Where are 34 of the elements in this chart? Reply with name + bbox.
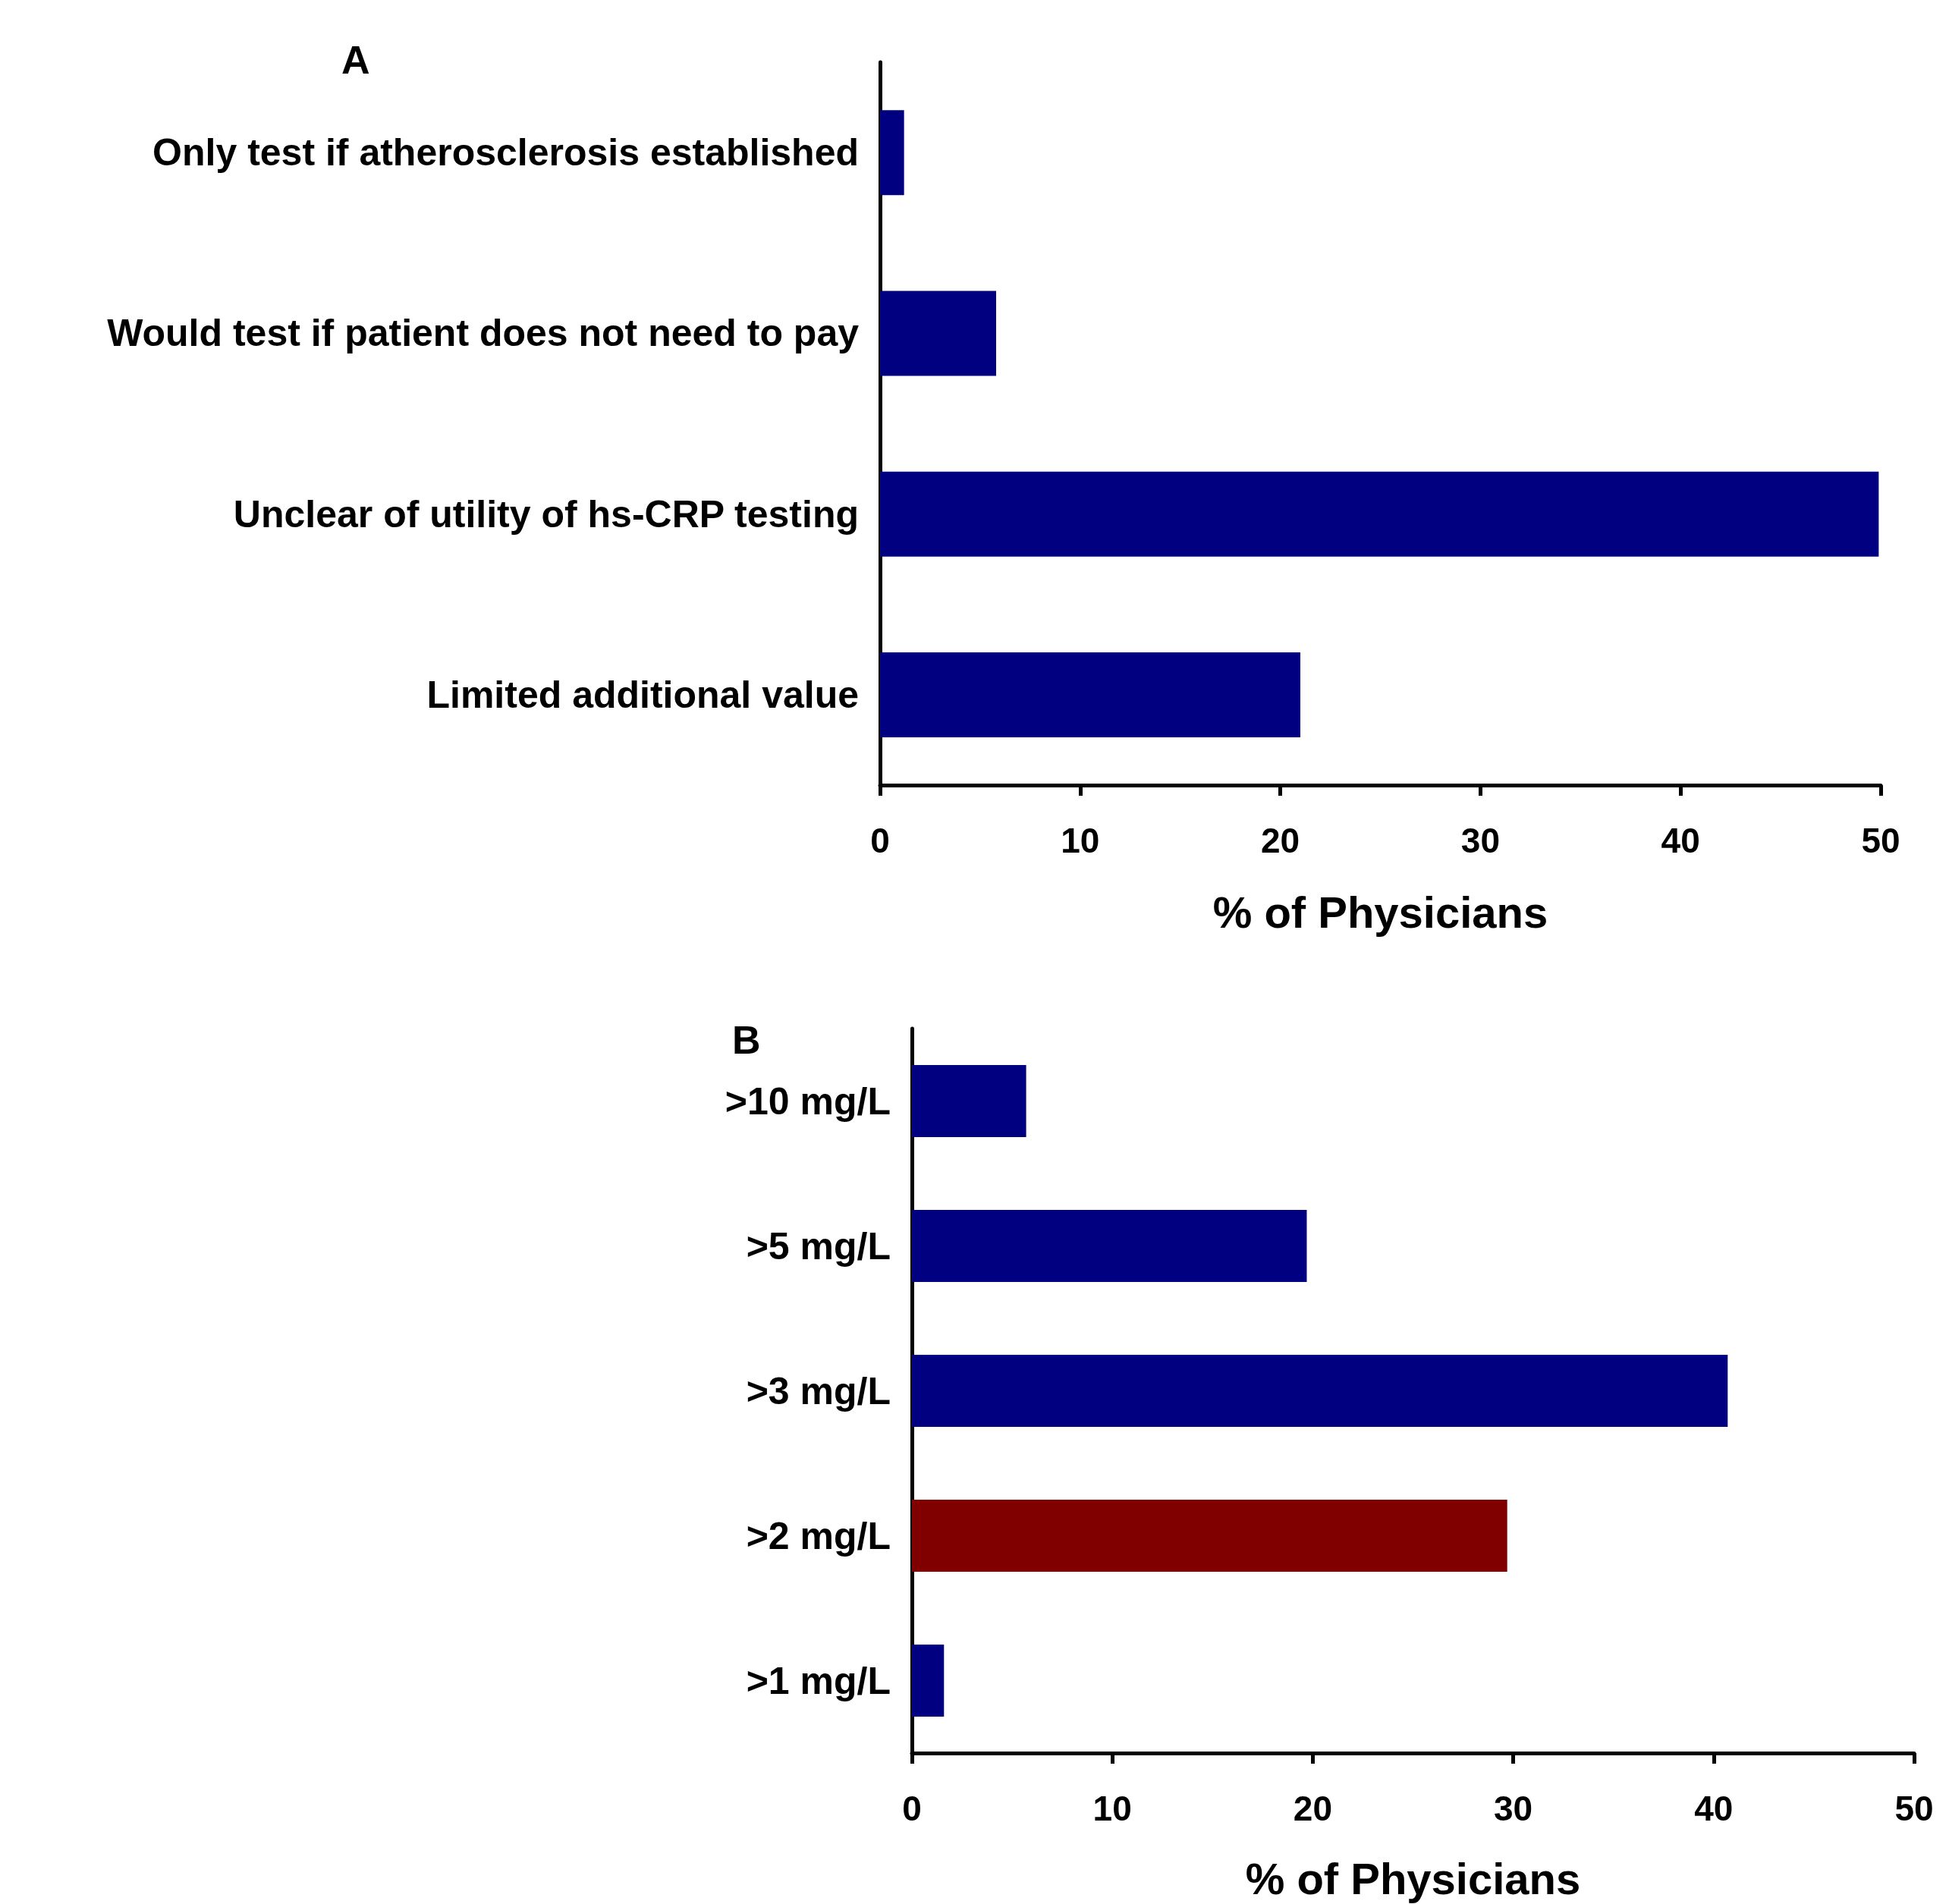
text: A bbox=[341, 38, 370, 82]
x-tick-label: 0 bbox=[902, 1789, 922, 1828]
x-tick-label: 50 bbox=[1894, 1789, 1934, 1828]
y-tick-label: Would test if patient does not need to pay bbox=[107, 312, 860, 355]
x-tick-label: 10 bbox=[1061, 821, 1100, 860]
x-tick-label: 50 bbox=[1861, 821, 1900, 860]
x-tick-label: 0 bbox=[870, 821, 890, 860]
y-tick-label: >1 mg/L bbox=[746, 1659, 891, 1702]
x-axis-title: % of Physicians bbox=[1212, 887, 1548, 937]
bar bbox=[912, 1500, 1507, 1572]
bar bbox=[880, 110, 904, 196]
y-tick-label: >10 mg/L bbox=[725, 1079, 891, 1123]
bar bbox=[880, 471, 1879, 557]
y-tick-label: >2 mg/L bbox=[746, 1514, 891, 1557]
bar bbox=[912, 1355, 1728, 1427]
chart-title: B bbox=[732, 1018, 761, 1062]
y-tick-label: >3 mg/L bbox=[746, 1369, 891, 1412]
y-tick-label: Limited additional value bbox=[426, 673, 859, 716]
bar bbox=[880, 652, 1300, 737]
x-tick-label: 10 bbox=[1092, 1789, 1132, 1828]
x-tick-label: 20 bbox=[1293, 1789, 1332, 1828]
y-tick-label: Only test if atherosclerosis established bbox=[152, 131, 859, 174]
x-tick-label: 30 bbox=[1494, 1789, 1533, 1828]
bar bbox=[880, 291, 996, 376]
bar bbox=[912, 1645, 945, 1717]
y-tick-label: Unclear of utility of hs-CRP testing bbox=[233, 492, 859, 536]
x-tick-label: 30 bbox=[1460, 821, 1500, 860]
bar bbox=[912, 1065, 1026, 1137]
x-axis-title: % of Physicians bbox=[1245, 1853, 1581, 1903]
y-tick-label: >5 mg/L bbox=[746, 1224, 891, 1268]
x-tick-label: 40 bbox=[1661, 821, 1700, 860]
x-tick-label: 20 bbox=[1261, 821, 1300, 860]
bar bbox=[912, 1210, 1307, 1282]
x-tick-label: 40 bbox=[1694, 1789, 1734, 1828]
